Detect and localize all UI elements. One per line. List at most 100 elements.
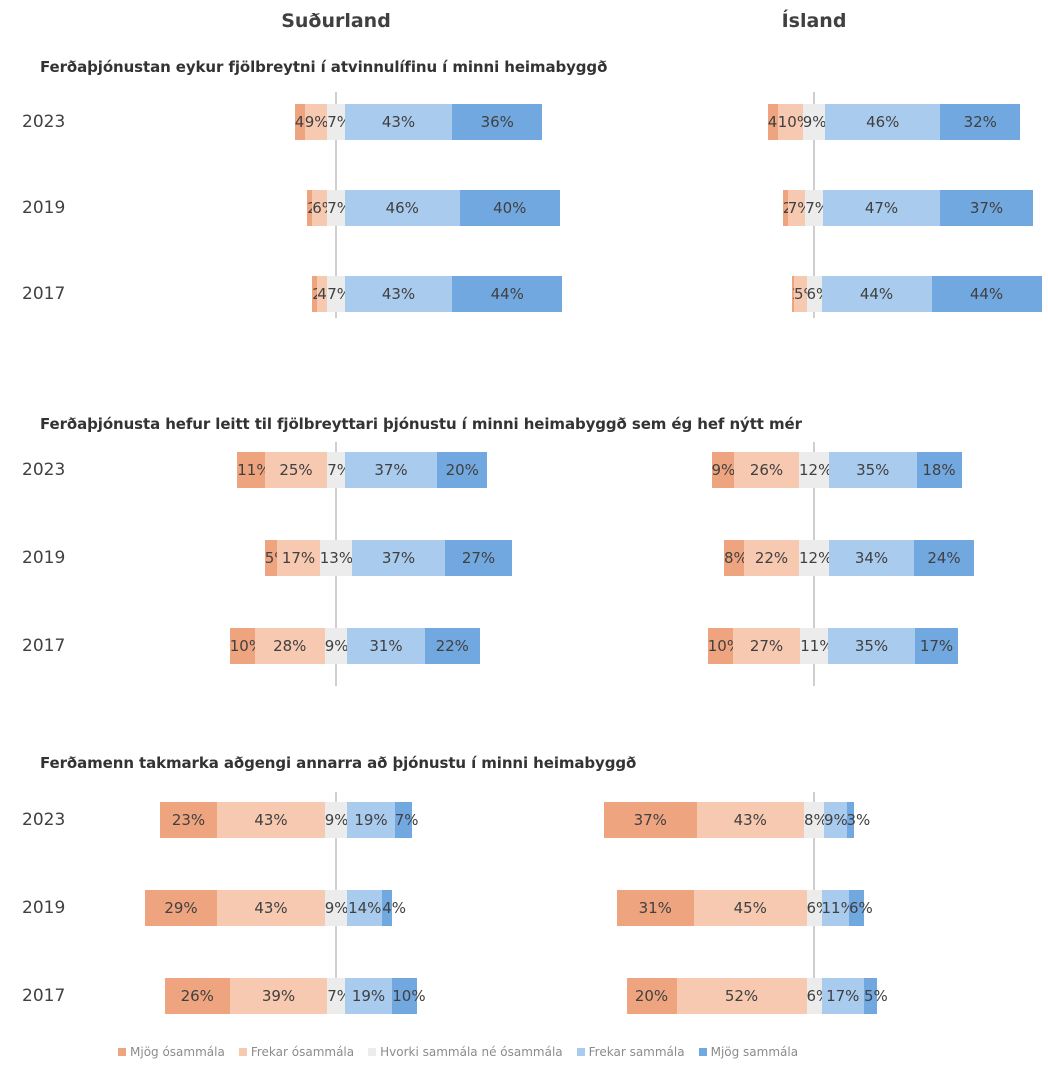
data-label: 9% [324, 811, 349, 829]
year-label: 2023 [22, 460, 66, 480]
data-label: 14% [348, 899, 382, 917]
data-label: 19% [351, 987, 386, 1005]
data-label: 10% [392, 987, 426, 1005]
bar-segment-frekar-sammala: 35% [829, 452, 917, 488]
data-label: 11% [237, 461, 271, 479]
bar-segment-frekar-osammala: 26% [734, 452, 799, 488]
bar-segment-mjog-sammala: 36% [452, 104, 543, 140]
data-label: 43% [733, 811, 767, 829]
data-label: 37% [969, 199, 1004, 217]
bar-segment-mjog-sammala: 27% [444, 540, 513, 576]
data-label: 39% [261, 987, 296, 1005]
bar-segment-frekar-sammala: 47% [822, 190, 941, 226]
legend-item: Frekar ósammála [238, 1045, 354, 1059]
bar-segment-frekar-osammala: 9% [304, 104, 329, 140]
data-label: 9% [324, 899, 349, 917]
data-label: 9% [304, 113, 329, 131]
question-title-2: Ferðaþjónusta hefur leitt til fjölbreytt… [40, 415, 802, 433]
bar-segment-frekar-osammala: 17% [277, 540, 320, 576]
bar-segment-frekar-osammala: 52% [676, 978, 807, 1014]
data-label: 11% [821, 899, 855, 917]
bar-segment-frekar-sammala: 44% [821, 276, 932, 312]
bar-segment-hvorki: 13% [319, 540, 354, 576]
bar-segment-frekar-sammala: 37% [352, 540, 445, 576]
data-label: 46% [866, 113, 900, 131]
legend-label: Mjög ósammála [130, 1045, 225, 1059]
question-title-3: Ferðamenn takmarka aðgengi annarra að þj… [40, 754, 637, 772]
bar-segment-frekar-osammala: 45% [694, 890, 807, 926]
data-label: 26% [749, 461, 784, 479]
bar-segment-mjog-osammala: 4% [294, 104, 319, 140]
year-label: 2019 [22, 898, 66, 918]
bar-segment-mjog-sammala: 44% [931, 276, 1042, 312]
data-label: 43% [254, 899, 288, 917]
data-label: 19% [354, 811, 388, 829]
bar-segment-frekar-sammala: 11% [821, 890, 855, 926]
data-label: 43% [254, 811, 288, 829]
data-label: 28% [273, 637, 307, 655]
bar-segment-mjog-osammala: 9% [711, 452, 736, 488]
bar-segment-hvorki: 9% [324, 802, 349, 838]
year-label: 2017 [22, 986, 66, 1006]
bar-segment-mjog-osammala: 10% [707, 628, 741, 664]
data-label: 5% [864, 987, 888, 1005]
bar-segment-mjog-sammala: 6% [849, 890, 873, 926]
bar-segment-mjog-sammala: 37% [940, 190, 1033, 226]
legend-label: Hvorki sammála né ósammála [380, 1045, 563, 1059]
bar-segment-frekar-sammala: 17% [821, 978, 864, 1014]
data-label: 9% [711, 461, 736, 479]
data-label: 12% [799, 461, 833, 479]
bar-segment-hvorki: 7% [327, 104, 351, 140]
legend-item: Hvorki sammála né ósammála [368, 1045, 563, 1059]
data-label: 37% [374, 461, 408, 479]
bar-segment-mjog-osammala: 10% [229, 628, 263, 664]
bar-segment-mjog-osammala: 37% [604, 802, 697, 838]
data-label: 6% [849, 899, 873, 917]
bar-segment-hvorki: 8% [804, 802, 828, 838]
data-label: 9% [802, 113, 827, 131]
data-label: 17% [826, 987, 860, 1005]
bar-segment-frekar-sammala: 19% [344, 978, 393, 1014]
data-label: 44% [490, 285, 524, 303]
data-label: 44% [859, 285, 894, 303]
bar-segment-hvorki: 7% [327, 190, 351, 226]
bar-segment-mjog-osammala: 29% [144, 890, 218, 926]
data-label: 24% [927, 549, 961, 567]
bar-segment-mjog-sammala: 22% [424, 628, 480, 664]
legend-item: Mjög ósammála [118, 1045, 225, 1059]
bar-segment-mjog-osammala: 20% [626, 978, 677, 1014]
data-label: 17% [919, 637, 954, 655]
bar-segment-mjog-sammala: 32% [940, 104, 1021, 140]
bar-segment-frekar-osammala: 7% [787, 190, 812, 226]
bar-segment-frekar-osammala: 43% [696, 802, 804, 838]
data-label: 18% [922, 461, 956, 479]
bar-segment-mjog-osammala: 5% [264, 540, 289, 576]
column-header-island: Ísland [781, 10, 847, 32]
bar-segment-frekar-sammala: 46% [344, 190, 460, 226]
bar-segment-hvorki: 7% [327, 978, 351, 1014]
data-label: 26% [180, 987, 214, 1005]
legend-item: Frekar sammála [576, 1045, 685, 1059]
data-label: 13% [319, 549, 354, 567]
data-label: 29% [164, 899, 198, 917]
data-label: 8% [724, 549, 748, 567]
legend-swatch [118, 1048, 126, 1056]
data-label: 9% [824, 811, 848, 829]
bar-segment-mjog-osammala: 8% [724, 540, 748, 576]
bar-segment-frekar-sammala: 43% [344, 276, 453, 312]
bar-segment-frekar-sammala: 31% [347, 628, 425, 664]
data-label: 40% [493, 199, 527, 217]
bar-segment-mjog-sammala: 24% [914, 540, 974, 576]
data-label: 43% [381, 113, 416, 131]
data-label: 35% [854, 637, 889, 655]
bar-segment-mjog-sammala: 40% [459, 190, 560, 226]
legend-swatch [368, 1048, 377, 1056]
bar-segment-frekar-osammala: 27% [732, 628, 801, 664]
bar-segment-hvorki: 9% [802, 104, 827, 140]
data-label: 12% [799, 549, 833, 567]
bar-segment-mjog-osammala: 4% [767, 104, 792, 140]
bar-segment-frekar-sammala: 37% [344, 452, 438, 488]
data-label: 25% [279, 461, 313, 479]
data-label: 44% [969, 285, 1004, 303]
bar-segment-mjog-sammala: 10% [392, 978, 426, 1014]
